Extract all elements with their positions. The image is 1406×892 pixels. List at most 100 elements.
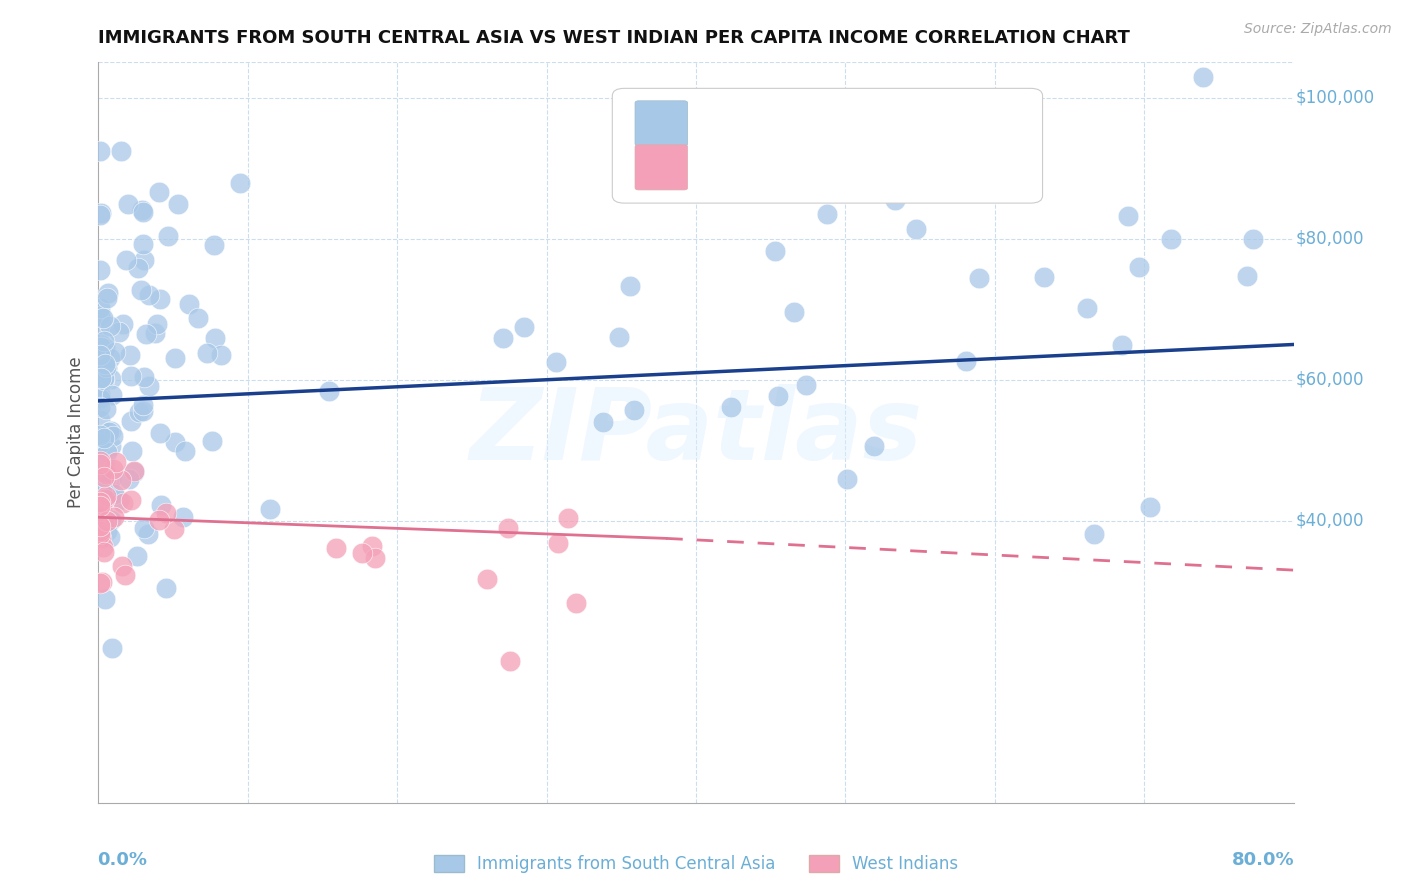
Point bbox=[89, 519, 111, 533]
Point bbox=[765, 244, 787, 258]
Point bbox=[132, 521, 155, 535]
Point bbox=[364, 551, 387, 566]
Point bbox=[93, 491, 115, 506]
Point bbox=[89, 348, 111, 362]
Point bbox=[98, 351, 121, 366]
Point bbox=[134, 252, 156, 267]
FancyBboxPatch shape bbox=[613, 88, 1043, 203]
Point bbox=[89, 208, 111, 222]
Point bbox=[89, 524, 111, 538]
Point bbox=[204, 331, 226, 345]
Point bbox=[94, 471, 117, 485]
Point bbox=[111, 559, 134, 574]
Point bbox=[89, 400, 111, 414]
Point bbox=[477, 572, 499, 586]
Point bbox=[166, 197, 188, 211]
Point bbox=[121, 443, 143, 458]
Point bbox=[325, 541, 347, 555]
Text: IMMIGRANTS FROM SOUTH CENTRAL ASIA VS WEST INDIAN PER CAPITA INCOME CORRELATION : IMMIGRANTS FROM SOUTH CENTRAL ASIA VS WE… bbox=[98, 29, 1130, 47]
Point bbox=[89, 501, 111, 516]
Point bbox=[128, 405, 150, 419]
Text: $80,000: $80,000 bbox=[1296, 230, 1364, 248]
Point bbox=[89, 516, 111, 531]
Point bbox=[129, 283, 152, 297]
Point bbox=[1076, 301, 1098, 315]
Point bbox=[1128, 260, 1150, 275]
Point bbox=[155, 506, 177, 520]
Point bbox=[1111, 337, 1133, 351]
Point bbox=[201, 434, 224, 448]
Point bbox=[89, 428, 111, 442]
Point bbox=[195, 346, 218, 360]
Point bbox=[90, 371, 112, 385]
Point bbox=[131, 404, 153, 418]
Point bbox=[100, 472, 122, 486]
Point bbox=[120, 368, 142, 383]
Point bbox=[96, 467, 118, 482]
Text: ZIPatlas: ZIPatlas bbox=[470, 384, 922, 481]
Point bbox=[955, 353, 977, 368]
Point bbox=[360, 539, 382, 553]
Point bbox=[115, 252, 138, 267]
Point bbox=[96, 445, 118, 459]
Point bbox=[93, 373, 115, 387]
Point bbox=[132, 398, 155, 412]
Point bbox=[89, 494, 111, 508]
Point bbox=[100, 372, 122, 386]
Text: $60,000: $60,000 bbox=[1296, 371, 1364, 389]
Point bbox=[163, 522, 186, 536]
Point bbox=[89, 263, 111, 277]
Point bbox=[89, 516, 111, 531]
Point bbox=[90, 484, 112, 499]
Point bbox=[1033, 270, 1056, 285]
Point bbox=[120, 414, 142, 428]
Point bbox=[202, 238, 225, 252]
Point bbox=[96, 514, 118, 528]
Point bbox=[94, 592, 117, 607]
Point bbox=[623, 403, 645, 417]
Point bbox=[132, 205, 155, 219]
Point bbox=[149, 293, 172, 307]
Point bbox=[150, 498, 173, 512]
Point bbox=[174, 443, 197, 458]
Point bbox=[89, 495, 111, 509]
FancyBboxPatch shape bbox=[636, 145, 688, 190]
Point bbox=[122, 465, 145, 479]
Point bbox=[90, 531, 112, 545]
Point bbox=[1236, 269, 1258, 284]
Point bbox=[89, 522, 111, 536]
Point bbox=[96, 291, 118, 305]
Point bbox=[89, 434, 111, 449]
Point bbox=[93, 545, 115, 559]
Point bbox=[101, 640, 124, 655]
Point bbox=[1160, 232, 1182, 246]
Text: R = -0.079   N =  42: R = -0.079 N = 42 bbox=[706, 165, 922, 183]
Point bbox=[103, 509, 125, 524]
Point bbox=[105, 455, 128, 469]
Point bbox=[143, 326, 166, 340]
Point bbox=[720, 400, 742, 414]
Point bbox=[111, 496, 134, 510]
Point bbox=[93, 371, 115, 385]
Point bbox=[96, 361, 118, 376]
Point bbox=[89, 458, 111, 472]
Point bbox=[98, 318, 121, 333]
Point bbox=[100, 424, 122, 438]
Point bbox=[90, 206, 112, 220]
Point bbox=[177, 297, 200, 311]
Point bbox=[100, 388, 122, 402]
Point bbox=[492, 331, 515, 345]
Point bbox=[114, 568, 136, 582]
Point bbox=[110, 473, 132, 487]
Point bbox=[103, 487, 125, 501]
Point bbox=[93, 431, 115, 445]
Point bbox=[90, 318, 112, 332]
Point bbox=[882, 180, 904, 194]
Point bbox=[89, 335, 111, 350]
Point bbox=[547, 536, 569, 550]
Point bbox=[187, 311, 209, 326]
Point bbox=[93, 469, 115, 483]
Point bbox=[89, 301, 111, 316]
Point bbox=[90, 575, 112, 590]
Point bbox=[163, 351, 186, 365]
